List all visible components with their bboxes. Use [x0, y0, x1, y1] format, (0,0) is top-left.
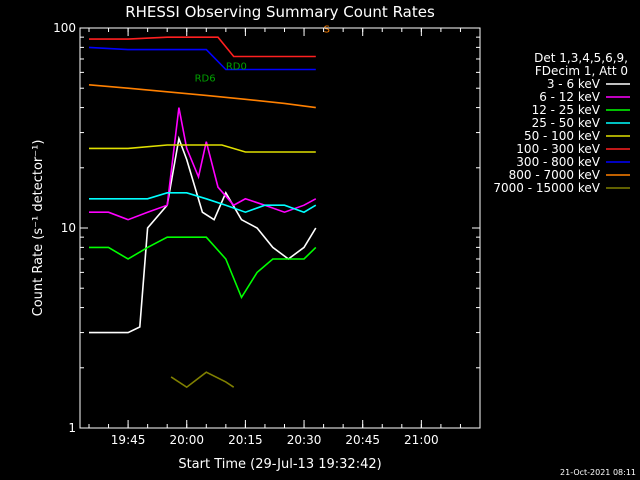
x-axis-label: Start Time (29-Jul-13 19:32:42) [178, 457, 381, 472]
series-line-8 [170, 371, 235, 389]
legend-label-3: 25 - 50 keV [532, 116, 601, 130]
legend-header-0: Det 1,3,4,5,6,9, [534, 51, 628, 65]
footer-date: 21-Oct-2021 08:11 [560, 468, 636, 477]
legend-label-8: 7000 - 15000 keV [493, 181, 600, 195]
chart-title: RHESSI Observing Summary Count Rates [125, 3, 435, 21]
annotation-0: RD0 [226, 62, 247, 73]
legend: Det 1,3,4,5,6,9,FDecim 1, Att 03 - 6 keV… [493, 51, 630, 195]
series-line-2 [89, 236, 317, 300]
series-line-7 [88, 84, 316, 109]
x-tick-label-0: 19:45 [111, 433, 146, 447]
annotation-1: RD6 [195, 74, 216, 85]
plot-area [88, 36, 317, 389]
plot-frame [79, 27, 481, 429]
x-tick-label-3: 20:30 [287, 433, 322, 447]
legend-header-1: FDecim 1, Att 0 [535, 64, 628, 78]
axes: 19:45 20:00 20:15 20:30 20:45 21:00 1 10 100 [53, 21, 481, 447]
x-tick-label-4: 20:45 [345, 433, 380, 447]
legend-label-4: 50 - 100 keV [524, 129, 601, 143]
legend-label-0: 3 - 6 keV [547, 77, 601, 91]
y-tick-label-1: 10 [61, 221, 76, 235]
legend-label-7: 800 - 7000 keV [509, 168, 601, 182]
series-line-1 [89, 107, 317, 221]
series-line-5 [89, 36, 316, 58]
y-tick-label-0: 1 [68, 421, 76, 435]
legend-label-1: 6 - 12 keV [539, 90, 601, 104]
x-tick-label-1: 20:00 [169, 433, 204, 447]
series-line-3 [89, 192, 317, 214]
annotations: RD0 RD6 S [195, 24, 330, 84]
legend-label-6: 300 - 800 keV [516, 155, 600, 169]
y-axis-label: Count Rate (s⁻¹ detector⁻¹) [31, 140, 46, 317]
series-line-4 [89, 144, 316, 153]
x-tick-label-5: 21:00 [404, 433, 439, 447]
series-line-0 [89, 135, 317, 334]
annotation-2: S [324, 24, 330, 35]
legend-label-5: 100 - 300 keV [516, 142, 600, 156]
legend-label-2: 12 - 25 keV [532, 103, 601, 117]
series-line-6 [88, 46, 316, 71]
x-tick-label-2: 20:15 [228, 433, 263, 447]
y-tick-label-2: 100 [53, 21, 76, 35]
